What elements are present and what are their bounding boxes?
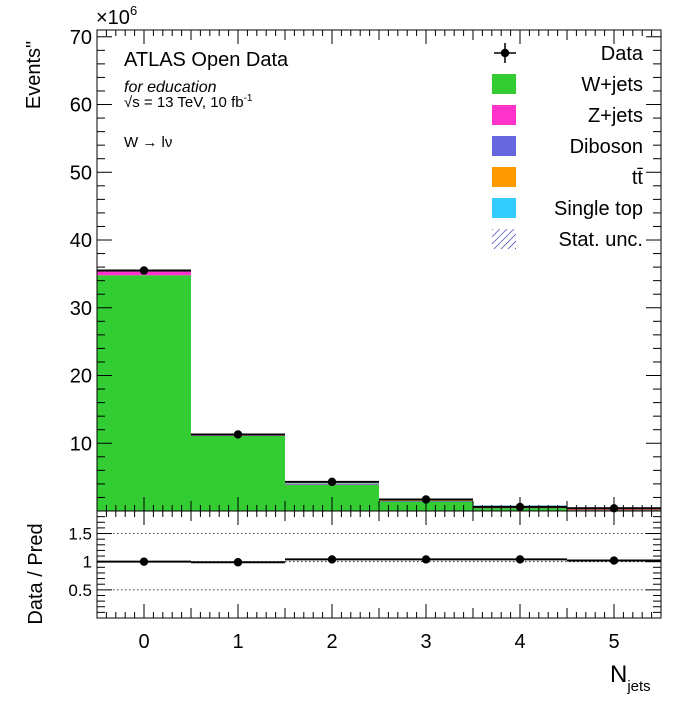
y-tick-label-2: 30: [70, 298, 92, 320]
ratio-point-2: [327, 555, 337, 564]
lumi-label: √s = 13 TeV, 10 fb-1: [124, 93, 253, 111]
legend-label-6: Stat. unc.: [559, 229, 644, 251]
ratio-plot-frame: [96, 510, 662, 619]
legend-label-1: W+jets: [581, 74, 643, 96]
x-tick-label-4: 4: [514, 631, 525, 653]
y-tick-label-0: 10: [70, 433, 92, 455]
data-point-2: [327, 477, 337, 487]
x-axis-label-subscript: jets: [626, 678, 650, 695]
subtitle-label: for education: [124, 79, 217, 96]
text-layer: ×106 Events" ATLAS Open Data for educati…: [23, 3, 651, 695]
x-tick-label-2: 2: [326, 631, 337, 653]
ratio-y-axis-label: Data / Pred: [25, 523, 47, 624]
main-plot: 10 20 30 40 50 60 70: [70, 27, 662, 513]
data-point-1: [233, 430, 243, 439]
y-tick-label-1: 20: [70, 366, 92, 388]
legend-label-3: Diboson: [570, 136, 643, 158]
lumi-exponent: -1: [244, 93, 253, 104]
legend-data-marker: [500, 48, 510, 58]
legend-swatch-1: [492, 74, 516, 94]
y-multiplier: ×106: [96, 3, 137, 29]
y-tick-label-4: 50: [70, 162, 92, 184]
legend-swatch-4: [492, 167, 516, 187]
legend: Data W+jets Z+jets Diboson tt̄ Single top Stat…: [492, 43, 644, 251]
legend-label-5: Single top: [554, 198, 643, 220]
ratio-point-5: [609, 556, 619, 565]
x-tick-label-1: 1: [232, 631, 243, 653]
ratio-y-tick-label-1: 1: [83, 553, 92, 572]
x-tick-label-0: 0: [138, 631, 149, 653]
ratio-plot: 0.5 1 1.5 0 1 2 3 4 5: [68, 510, 662, 653]
y-tick-label-5: 60: [70, 95, 92, 117]
ratio-point-4: [515, 555, 525, 564]
legend-label-4: tt̄: [632, 167, 644, 189]
bar-0-0: [97, 275, 191, 511]
data-point-0: [139, 266, 149, 275]
legend-label-2: Z+jets: [588, 105, 643, 127]
legend-swatch-6: [492, 229, 516, 249]
ratio-point-0: [139, 557, 149, 566]
y-axis-label: Events": [23, 41, 45, 109]
x-tick-label-3: 3: [420, 631, 431, 653]
ratio-y-tick-label-0: 0.5: [68, 581, 92, 600]
x-axis-label: Njets: [610, 661, 651, 695]
ratio-point-3: [421, 555, 431, 564]
legend-swatch-2: [492, 105, 516, 125]
ratio-y-tick-label-2: 1.5: [68, 525, 92, 544]
channel-label: W → lν: [124, 134, 172, 151]
legend-label-0: Data: [601, 43, 644, 65]
experiment-label: ATLAS Open Data: [124, 49, 289, 71]
ratio-point-1: [233, 558, 243, 567]
legend-swatch-3: [492, 136, 516, 156]
y-tick-label-6: 70: [70, 27, 92, 49]
y-multiplier-exponent: 6: [130, 3, 137, 18]
x-tick-label-5: 5: [608, 631, 619, 653]
legend-swatch-5: [492, 198, 516, 218]
y-tick-label-3: 40: [70, 230, 92, 252]
